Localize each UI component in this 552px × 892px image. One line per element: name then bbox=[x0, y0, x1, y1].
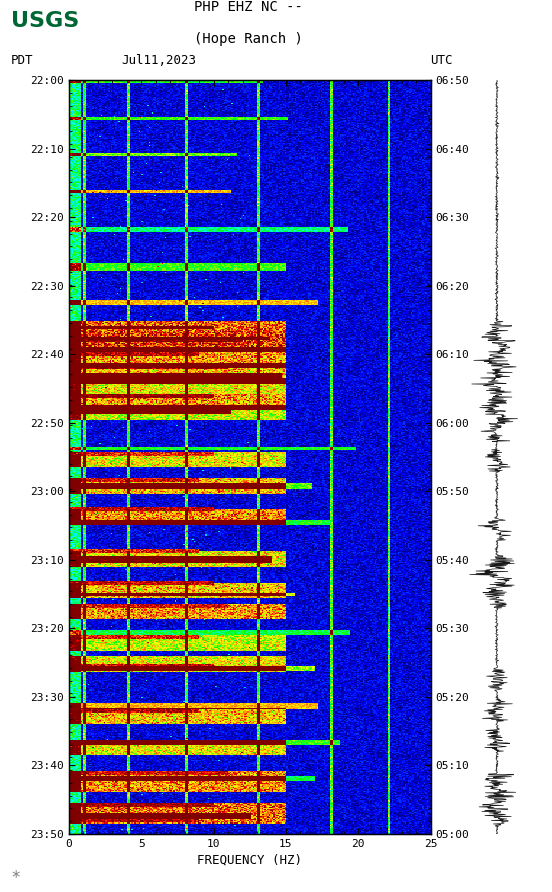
Text: *: * bbox=[11, 869, 19, 887]
Text: UTC: UTC bbox=[431, 54, 453, 67]
Text: Jul11,2023: Jul11,2023 bbox=[121, 54, 197, 67]
Text: PDT: PDT bbox=[11, 54, 34, 67]
Text: (Hope Ranch ): (Hope Ranch ) bbox=[194, 32, 303, 46]
Text: USGS: USGS bbox=[11, 11, 79, 30]
Text: PHP EHZ NC --: PHP EHZ NC -- bbox=[194, 0, 303, 14]
X-axis label: FREQUENCY (HZ): FREQUENCY (HZ) bbox=[197, 853, 302, 866]
